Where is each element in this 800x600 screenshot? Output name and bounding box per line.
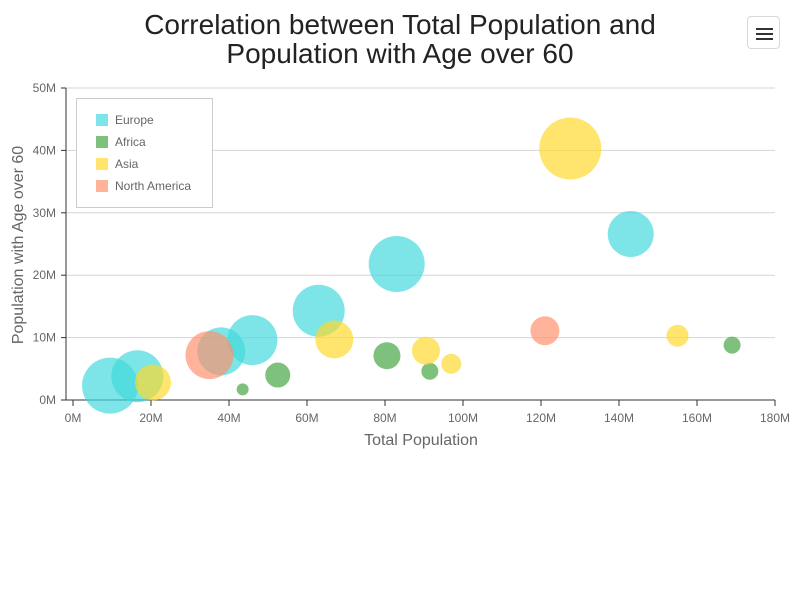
x-axis-label: Total Population [364,432,478,449]
x-tick-label: 80M [373,411,396,425]
bubble-point [368,235,425,292]
x-tick-label: 180M [760,411,790,425]
bubble-point [236,383,249,396]
legend-swatch [96,158,108,170]
bubble-point [607,211,654,258]
x-tick-label: 100M [448,411,478,425]
x-tick-label: 160M [682,411,712,425]
x-tick-label: 20M [139,411,162,425]
legend: Europe Africa Asia North America [76,98,213,208]
bubble-point [411,336,440,365]
bubble-point [530,316,560,346]
y-tick-label: 30M [33,206,56,220]
menu-bar [756,38,773,40]
y-tick-label: 50M [33,81,56,95]
legend-swatch [96,180,108,192]
hamburger-menu-icon[interactable] [747,16,780,49]
legend-swatch [96,114,108,126]
bubble-point [227,315,278,366]
bubble-point [185,331,234,380]
x-tick-label: 0M [65,411,82,425]
menu-bar [756,28,773,30]
chart-title: Correlation between Total Population and… [144,9,656,69]
y-tick-label: 40M [33,143,56,157]
menu-bar [756,33,773,35]
bubble-point [134,364,171,401]
bubble-point [723,336,741,354]
y-tick-label: 20M [33,268,56,282]
y-tick-label: 0M [39,393,56,407]
x-tick-label: 60M [295,411,318,425]
x-tick-label: 120M [526,411,556,425]
bubble-point [265,362,291,388]
legend-label: Africa [115,135,146,149]
bubble-point [421,362,439,380]
x-tick-label: 40M [217,411,240,425]
bubble-point [441,353,462,374]
legend-label: North America [115,179,191,193]
bubble-point [666,324,689,347]
legend-swatch [96,136,108,148]
legend-label: Europe [115,113,154,127]
x-tick-label: 140M [604,411,634,425]
bubble-point [315,320,354,359]
y-tick-label: 10M [33,331,56,345]
bubble-point [373,342,401,370]
bubble-point [539,117,602,180]
axes: 0M 10M 20M 30M 40M 50M 0M 20M 40M 60M 80M 100M 120M 1… [33,81,790,425]
legend-label: Asia [115,157,139,171]
bubbles [82,117,741,414]
y-axis-label: Population with Age over 60 [10,146,27,344]
